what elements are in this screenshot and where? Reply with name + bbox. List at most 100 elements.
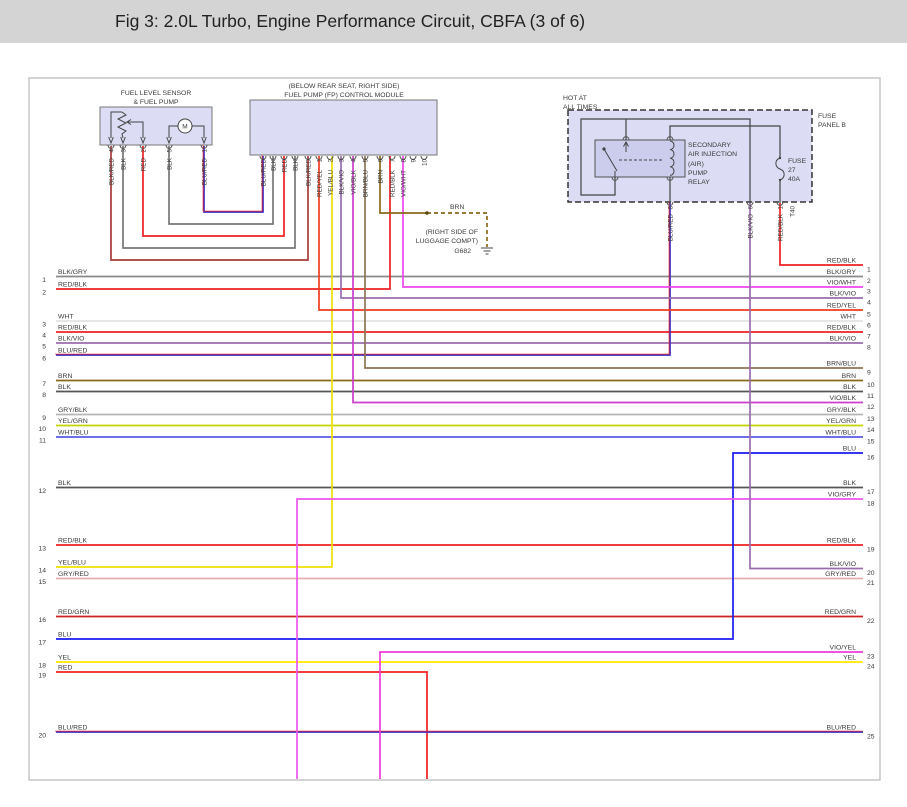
right-row-number-2: 2 — [867, 278, 871, 285]
relay-label-line3: (AIR) — [688, 161, 704, 168]
wire-loop-BLU-RED — [203, 146, 264, 213]
wire-loop-BLK-pin5 — [168, 146, 274, 225]
fuse-panel-pin-number-6: 6 — [747, 206, 754, 210]
right-row-number-23: 23 — [867, 654, 875, 661]
left-row-number-17: 17 — [38, 640, 46, 647]
module-pin-label-BLK/RED-4: BLK/RED — [305, 159, 312, 186]
ground-id: G682 — [454, 248, 471, 255]
right-row-number-10: 10 — [867, 382, 875, 389]
diagram-frame — [28, 77, 881, 781]
left-row-label-13: RED/BLK — [58, 538, 88, 545]
sensor-pin-label-3: BLK — [120, 157, 127, 170]
relay-bottom-pin-connector-0 — [611, 176, 619, 181]
fp-control-module-box — [249, 99, 438, 156]
figure-title-bar: Fig 3: 2.0L Turbo, Engine Performance Ci… — [0, 0, 907, 43]
right-row-number-21: 21 — [867, 580, 875, 587]
module-pin-label-2: YEL/BLU — [327, 170, 334, 196]
right-row-number-13: 13 — [867, 416, 875, 423]
left-row-label-7: BRN — [58, 373, 72, 380]
left-row-label-12: BLK — [58, 480, 71, 487]
module-pin-label-8: VIO/WHT — [400, 170, 407, 197]
module-pin-number-7: 7 — [389, 159, 396, 163]
fuse-panel-pin-number-1: 1 — [777, 206, 784, 210]
left-row-number-20: 20 — [38, 733, 46, 740]
wire-VIO-GRY-right18 — [296, 498, 863, 779]
module-pin-label-4: VIO/BLK — [350, 169, 357, 194]
module-pin-connector-10 — [376, 155, 384, 160]
right-row-label-3: VIO/WHT — [827, 280, 856, 287]
left-row-number-3: 3 — [42, 322, 46, 329]
right-row-label-25: BLU/RED — [827, 725, 857, 732]
sensor-title-line2: & FUEL PUMP — [133, 99, 179, 106]
left-row-number-10: 10 — [38, 426, 46, 433]
sensor-title-line1: FUEL LEVEL SENSOR — [121, 90, 192, 97]
sensor-pin-connector-3 — [119, 144, 127, 149]
right-row-number-17: 17 — [867, 489, 875, 496]
wire-YEL-BLU-left14 — [56, 156, 333, 568]
fuse27-label-line1: FUSE — [788, 158, 807, 165]
right-row-number-15: 15 — [867, 439, 875, 446]
sensor-pin-connector-2 — [139, 144, 147, 149]
wire-VIO-YEL-right23 — [379, 651, 863, 779]
module-pin-connector-8 — [349, 155, 357, 160]
module-pin-number-4: 4 — [350, 159, 357, 163]
fuse-27-symbol — [775, 157, 785, 181]
relay-label-line2: AIR INJECTION — [688, 151, 737, 158]
right-row-label-20: BLK/VIO — [830, 561, 856, 568]
wire-RED-BLK-left2 — [56, 156, 391, 290]
right-row-number-16: 16 — [867, 455, 875, 462]
right-row-label-15: WHT/BLU — [825, 430, 856, 437]
wire-RED-BLK-right1 — [779, 203, 863, 266]
left-row-number-19: 19 — [38, 673, 46, 680]
sensor-pin-number-2: 2 — [140, 149, 147, 153]
right-row-number-20: 20 — [867, 570, 875, 577]
right-row-label-21: GRY/RED — [825, 571, 856, 578]
fuse-panel-pin-connector-1 — [776, 201, 784, 206]
right-row-number-3: 3 — [867, 289, 871, 296]
module-pin-number-10: 10 — [421, 159, 428, 167]
wire-BRN-BLU-right9 — [364, 156, 863, 369]
module-pin-number-6: 6 — [377, 159, 384, 163]
right-row-label-1: RED/BLK — [827, 258, 857, 265]
sensor-pin-number-4: 4 — [108, 149, 115, 153]
module-pin-connector-9 — [361, 155, 369, 160]
left-row-label-1: BLK/GRY — [58, 269, 88, 276]
left-row-number-6: 6 — [42, 356, 46, 363]
module-pin-connector-5 — [315, 155, 323, 160]
relay-bottom-pin-connector-1 — [666, 176, 674, 181]
hot-at-label-line1: HOT AT — [563, 95, 587, 102]
right-row-label-12: VIO/BLK — [830, 395, 857, 402]
module-pin-number-1: 1 — [316, 159, 323, 163]
relay-label-line4: PUMP — [688, 170, 708, 177]
fuse27-label-line3: 40A — [788, 176, 801, 183]
module-pin-connector-2 — [280, 155, 288, 160]
right-row-number-18: 18 — [867, 501, 875, 508]
right-row-label-4: BLK/VIO — [830, 291, 856, 298]
fuel-level-resistor-symbol — [116, 111, 128, 139]
left-row-number-2: 2 — [42, 290, 46, 297]
wire-loop-BLK-pin3 — [122, 146, 296, 249]
ground-symbol-g682 — [481, 247, 493, 255]
ground-location-line2: LUGGAGE COMPT) — [416, 238, 478, 245]
fuse-panel-pin-extra-1: T40 — [789, 206, 796, 217]
left-row-number-5: 5 — [42, 344, 46, 351]
module-pin-label-BLK-1: BLK — [270, 158, 277, 171]
left-row-label-2: RED/BLK — [58, 282, 88, 289]
right-row-label-23: VIO/YEL — [830, 645, 857, 652]
left-row-label-14: YEL/BLU — [58, 560, 86, 567]
module-pin-label-6: BRN — [377, 170, 384, 184]
module-pin-connector-12 — [399, 155, 407, 160]
resistor-lead — [110, 111, 122, 138]
module-pin-number-3: 3 — [338, 159, 345, 163]
wire-BLK-VIO-right20 — [749, 203, 863, 570]
left-row-label-16: RED/GRN — [58, 609, 89, 616]
left-row-number-8: 8 — [42, 392, 46, 399]
ground-location-line1: (RIGHT SIDE OF — [426, 229, 478, 236]
wire-panel-switch-loop — [580, 118, 751, 203]
relay-coil-symbol — [669, 140, 675, 176]
module-pin-number-2: 2 — [327, 159, 334, 163]
hot-at-label-line2: ALL TIMES — [563, 104, 598, 111]
wire-BRN-ground-dashed — [427, 212, 488, 247]
